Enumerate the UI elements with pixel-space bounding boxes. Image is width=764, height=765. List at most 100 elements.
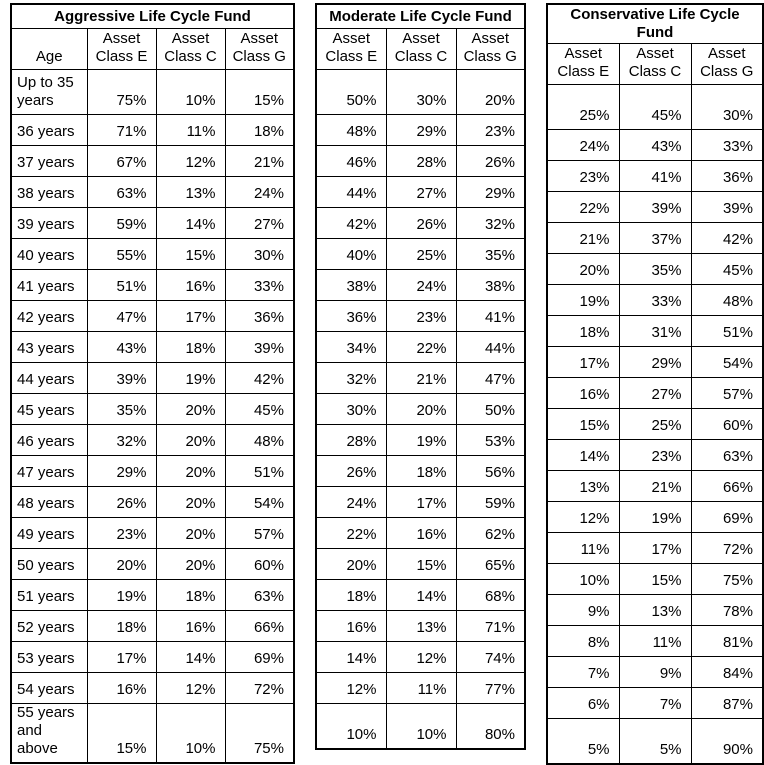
allocation-value-cell: 69% [690,501,764,533]
allocation-value-cell: 19% [385,424,457,456]
table-row: 55 years and above 15% 10% 75% [10,703,295,764]
allocation-value-cell: 17% [155,300,226,332]
allocation-value-cell: 30% [690,84,764,130]
table-row: 21% 37% 42% [546,222,764,254]
table-row: 36 years 71% 11% 18% [10,114,295,146]
asset-class-column-header: Asset Class C [155,28,226,70]
allocation-value-cell: 21% [224,145,295,177]
aggressive-fund-table: Aggressive Life Cycle Fund Age Asset Class… [10,3,295,764]
table-row: 49 years 23% 20% 57% [10,517,295,549]
allocation-value-cell: 30% [224,238,295,270]
age-cell: 37 years [10,145,88,177]
allocation-value-cell: 25% [385,238,457,270]
allocation-value-cell: 6% [546,687,620,719]
allocation-value-cell: 36% [315,300,387,332]
allocation-value-cell: 23% [86,517,157,549]
allocation-value-cell: 33% [618,284,692,316]
table-row: 52 years 18% 16% 66% [10,610,295,642]
moderate-fund-table: Moderate Life Cycle Fund Asset Class E Ass… [315,3,526,750]
age-cell: 36 years [10,114,88,146]
allocation-value-cell: 80% [455,703,526,750]
allocation-value-cell: 53% [455,424,526,456]
allocation-value-cell: 41% [618,160,692,192]
allocation-value-cell: 15% [618,563,692,595]
table-row: 13% 21% 66% [546,470,764,502]
allocation-value-cell: 11% [618,625,692,657]
allocation-value-cell: 54% [690,346,764,378]
allocation-value-cell: 14% [155,207,226,239]
allocation-value-cell: 10% [385,703,457,750]
allocation-value-cell: 19% [86,579,157,611]
allocation-value-cell: 5% [618,718,692,765]
fund-title-row: Aggressive Life Cycle Fund [10,3,295,29]
allocation-value-cell: 17% [546,346,620,378]
allocation-value-cell: 20% [155,548,226,580]
allocation-value-cell: 7% [546,656,620,688]
allocation-value-cell: 32% [315,362,387,394]
table-row: 19% 33% 48% [546,284,764,316]
allocation-value-cell: 24% [546,129,620,161]
allocation-value-cell: 74% [455,641,526,673]
allocation-value-cell: 48% [690,284,764,316]
allocation-value-cell: 60% [690,408,764,440]
allocation-value-cell: 17% [618,532,692,564]
table-row: 8% 11% 81% [546,625,764,657]
allocation-value-cell: 16% [155,269,226,301]
allocation-value-cell: 42% [315,207,387,239]
allocation-value-cell: 19% [618,501,692,533]
allocation-value-cell: 33% [690,129,764,161]
allocation-value-cell: 81% [690,625,764,657]
allocation-value-cell: 20% [455,69,526,115]
allocation-value-cell: 63% [86,176,157,208]
allocation-value-cell: 84% [690,656,764,688]
allocation-value-cell: 29% [618,346,692,378]
allocation-value-cell: 20% [155,455,226,487]
allocation-value-cell: 12% [546,501,620,533]
allocation-value-cell: 10% [155,703,226,764]
allocation-value-cell: 39% [618,191,692,223]
allocation-value-cell: 8% [546,625,620,657]
table-row: 12% 11% 77% [315,672,526,704]
allocation-value-cell: 16% [155,610,226,642]
allocation-value-cell: 18% [546,315,620,347]
table-row: 43 years 43% 18% 39% [10,331,295,363]
allocation-value-cell: 50% [455,393,526,425]
allocation-value-cell: 87% [690,687,764,719]
allocation-value-cell: 18% [224,114,295,146]
table-row: 22% 39% 39% [546,191,764,223]
allocation-value-cell: 27% [618,377,692,409]
allocation-value-cell: 12% [385,641,457,673]
allocation-value-cell: 29% [86,455,157,487]
age-cell: 41 years [10,269,88,301]
fund-title-row: Moderate Life Cycle Fund [315,3,526,29]
table-row: 12% 19% 69% [546,501,764,533]
allocation-value-cell: 15% [224,69,295,115]
allocation-value-cell: 35% [618,253,692,285]
allocation-value-cell: 34% [315,331,387,363]
allocation-value-cell: 75% [86,69,157,115]
allocation-value-cell: 13% [385,610,457,642]
allocation-value-cell: 32% [455,207,526,239]
allocation-value-cell: 7% [618,687,692,719]
allocation-value-cell: 18% [315,579,387,611]
allocation-value-cell: 13% [546,470,620,502]
table-row: 30% 20% 50% [315,393,526,425]
allocation-value-cell: 10% [315,703,387,750]
table-row: 24% 43% 33% [546,129,764,161]
conservative-fund-table: Conservative Life Cycle Fund Asset Class … [546,3,764,765]
column-header-row: Age Asset Class E Asset Class C Asset Class… [10,28,295,70]
table-row: 11% 17% 72% [546,532,764,564]
allocation-value-cell: 23% [546,160,620,192]
table-row: 24% 17% 59% [315,486,526,518]
allocation-value-cell: 68% [455,579,526,611]
allocation-value-cell: 12% [315,672,387,704]
fund-title: Conservative Life Cycle Fund [546,3,764,44]
asset-class-column-header: Asset Class E [315,28,387,70]
age-cell: 48 years [10,486,88,518]
age-cell: 39 years [10,207,88,239]
allocation-value-cell: 63% [224,579,295,611]
table-row: 46 years 32% 20% 48% [10,424,295,456]
table-row: 40 years 55% 15% 30% [10,238,295,270]
allocation-value-cell: 5% [546,718,620,765]
